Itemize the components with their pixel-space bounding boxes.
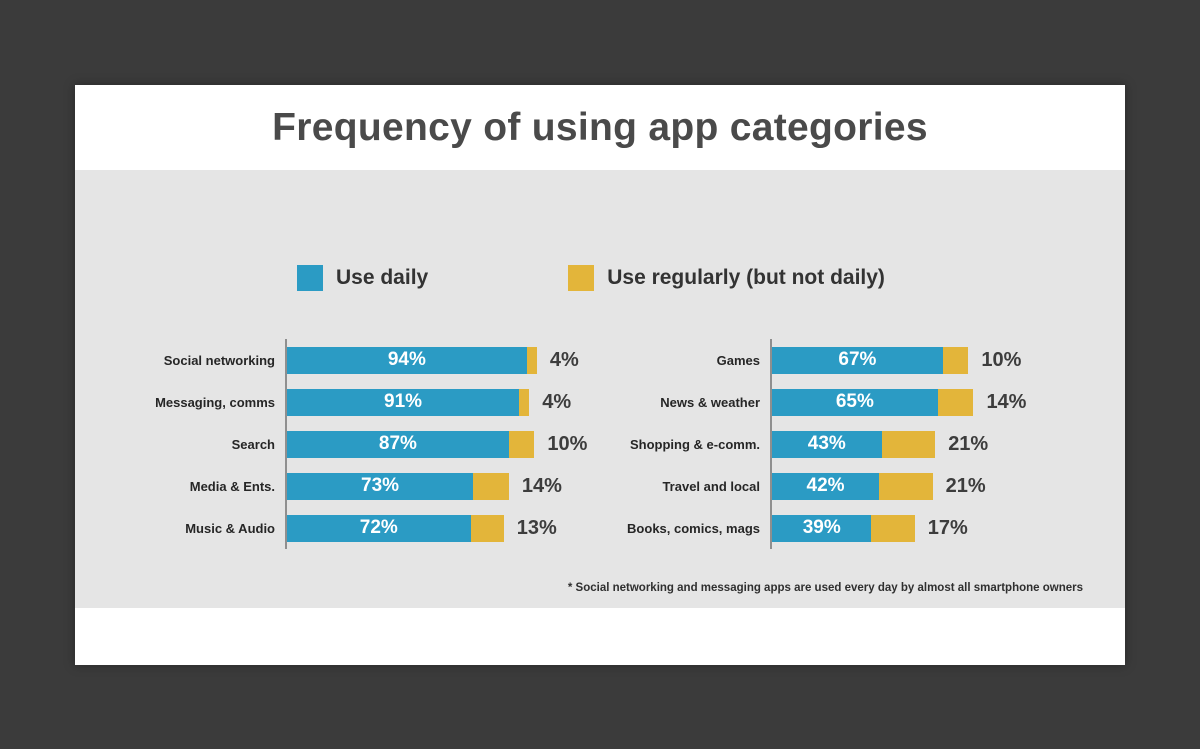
category-label: Media & Ents. xyxy=(189,478,275,494)
bar-track: 65% 14% xyxy=(770,381,1125,423)
use-daily-value-label: 73% xyxy=(361,475,400,496)
bar-row: Shopping & e-comm. 43% 21% xyxy=(615,423,1125,465)
chart-panel-right: Games 67% 10% News & weather 65% 14% Shopping … xyxy=(615,339,1125,549)
use-regularly-swatch-icon xyxy=(568,265,595,291)
bar-segment-use-daily: 94% xyxy=(287,346,527,374)
bar-row: News & weather 65% 14% xyxy=(615,381,1125,423)
use-daily-value-label: 65% xyxy=(835,391,874,412)
category-label: Social networking xyxy=(163,352,275,368)
legend-item-use-daily: Use daily xyxy=(297,265,428,291)
use-regularly-value-label: 21% xyxy=(945,474,986,497)
bar-track: 39% 17% xyxy=(770,507,1125,549)
category-label: Search xyxy=(231,436,275,452)
bar-segment-use-regularly xyxy=(470,514,504,542)
legend-item-use-regularly: Use regularly (but not daily) xyxy=(568,265,885,291)
footnote: * Social networking and messaging apps a… xyxy=(567,582,1083,594)
category-label: Shopping & e-comm. xyxy=(630,436,760,452)
bar-segment-use-daily: 39% xyxy=(772,514,872,542)
category-label: Games xyxy=(716,352,760,368)
bar-row: Travel and local 42% 21% xyxy=(615,465,1125,507)
bar-row: Music & Audio 72% 13% xyxy=(75,507,615,549)
bar-track: 43% 21% xyxy=(770,423,1125,465)
use-daily-value-label: 94% xyxy=(387,349,426,370)
category-label: Music & Audio xyxy=(185,520,275,536)
use-daily-value-label: 91% xyxy=(384,391,423,412)
bar-row: Messaging, comms 91% 4% xyxy=(75,381,615,423)
bar-track: 72% 13% xyxy=(285,507,615,549)
bar-segment-use-daily: 73% xyxy=(287,472,474,500)
bar-segment-use-regularly xyxy=(879,472,933,500)
page-title: Frequency of using app categories xyxy=(272,105,928,149)
use-regularly-value-label: 13% xyxy=(516,516,557,539)
bar-row: Games 67% 10% xyxy=(615,339,1125,381)
use-daily-value-label: 87% xyxy=(378,433,417,454)
bar-track: 91% 4% xyxy=(285,381,615,423)
use-daily-value-label: 67% xyxy=(838,349,877,370)
bar-segment-use-daily: 72% xyxy=(287,514,471,542)
bar-segment-use-daily: 42% xyxy=(772,472,880,500)
category-label: Messaging, comms xyxy=(155,394,275,410)
use-regularly-value-label: 10% xyxy=(547,432,588,455)
category-label: Travel and local xyxy=(662,478,760,494)
use-daily-value-label: 42% xyxy=(806,475,845,496)
use-regularly-value-label: 4% xyxy=(549,348,579,371)
use-regularly-value-label: 14% xyxy=(986,390,1027,413)
bar-track: 42% 21% xyxy=(770,465,1125,507)
bar-chart: Social networking 94% 4% Messaging, comms 91… xyxy=(75,339,1125,549)
category-label: Books, comics, mags xyxy=(627,520,760,536)
use-regularly-value-label: 21% xyxy=(948,432,989,455)
bar-segment-use-regularly xyxy=(881,430,936,458)
bar-segment-use-regularly xyxy=(508,430,535,458)
bar-segment-use-daily: 67% xyxy=(772,346,943,374)
bar-track: 94% 4% xyxy=(285,339,615,381)
use-daily-value-label: 39% xyxy=(802,517,841,538)
slide: Frequency of using app categories Use da… xyxy=(75,85,1125,665)
bar-row: Social networking 94% 4% xyxy=(75,339,615,381)
legend-label: Use regularly (but not daily) xyxy=(607,266,885,289)
bar-track: 87% 10% xyxy=(285,423,615,465)
legend: Use daily Use regularly (but not daily) xyxy=(75,170,1125,291)
use-daily-swatch-icon xyxy=(297,265,323,291)
bar-track: 67% 10% xyxy=(770,339,1125,381)
bar-segment-use-daily: 65% xyxy=(772,388,938,416)
use-regularly-value-label: 10% xyxy=(981,348,1022,371)
bar-segment-use-daily: 91% xyxy=(287,388,520,416)
bar-segment-use-regularly xyxy=(519,388,530,416)
use-regularly-value-label: 4% xyxy=(542,390,572,413)
bar-segment-use-regularly xyxy=(473,472,509,500)
bar-segment-use-regularly xyxy=(871,514,915,542)
use-daily-value-label: 43% xyxy=(807,433,846,454)
chart-panel-left: Social networking 94% 4% Messaging, comms 91… xyxy=(75,339,615,549)
bar-segment-use-daily: 43% xyxy=(772,430,882,458)
chart-area: Use daily Use regularly (but not daily) … xyxy=(75,170,1125,608)
use-daily-value-label: 72% xyxy=(359,517,398,538)
use-regularly-value-label: 17% xyxy=(927,516,968,539)
use-regularly-value-label: 14% xyxy=(521,474,562,497)
bar-segment-use-daily: 87% xyxy=(287,430,509,458)
bar-track: 73% 14% xyxy=(285,465,615,507)
bar-segment-use-regularly xyxy=(526,346,537,374)
category-label: News & weather xyxy=(660,394,760,410)
legend-label: Use daily xyxy=(336,266,429,289)
bar-row: Media & Ents. 73% 14% xyxy=(75,465,615,507)
bar-row: Search 87% 10% xyxy=(75,423,615,465)
bar-segment-use-regularly xyxy=(937,388,974,416)
bar-segment-use-regularly xyxy=(942,346,969,374)
bar-row: Books, comics, mags 39% 17% xyxy=(615,507,1125,549)
